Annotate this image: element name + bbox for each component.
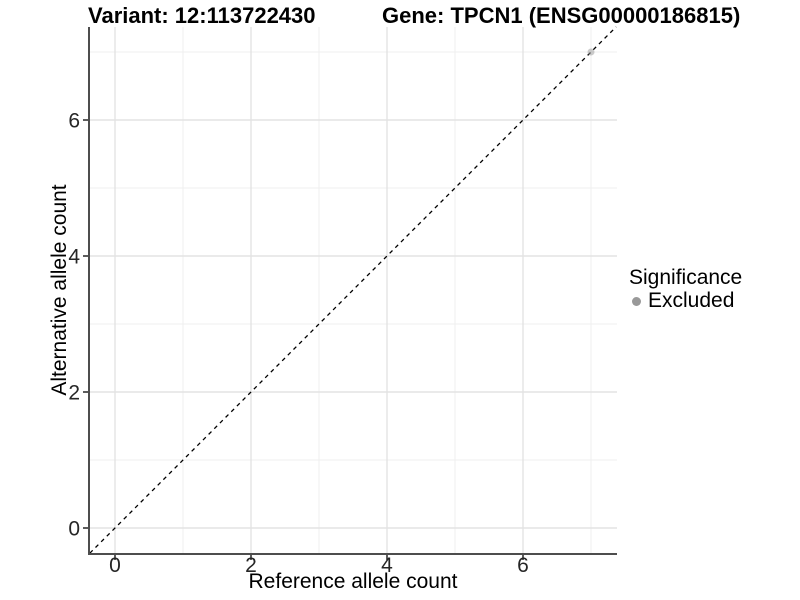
x-tick-label: 6: [517, 554, 529, 577]
y-tick-label: 4: [68, 246, 80, 269]
data-point-excluded: [587, 48, 595, 56]
legend-title: Significance: [629, 266, 743, 289]
y-axis-title: Alternative allele count: [48, 184, 71, 396]
x-tick-label: 2: [245, 554, 257, 577]
variant-title: Variant: 12:113722430: [88, 3, 316, 28]
legend-item-excluded: Excluded: [627, 289, 742, 312]
x-axis-title: Reference allele count: [248, 570, 458, 593]
y-tick-label: 0: [68, 518, 80, 541]
identity-dashed-line: [89, 26, 617, 554]
x-tick-label: 4: [381, 554, 393, 577]
legend: Significance Excluded: [627, 266, 743, 313]
y-tick-label: 6: [68, 110, 80, 133]
excluded-point-icon: [632, 296, 641, 306]
y-tick-label: 2: [68, 382, 80, 405]
gene-title: Gene: TPCN1 (ENSG00000186815): [382, 3, 741, 28]
x-tick-label: 0: [109, 554, 121, 577]
legend-item-label: Excluded: [648, 289, 735, 312]
